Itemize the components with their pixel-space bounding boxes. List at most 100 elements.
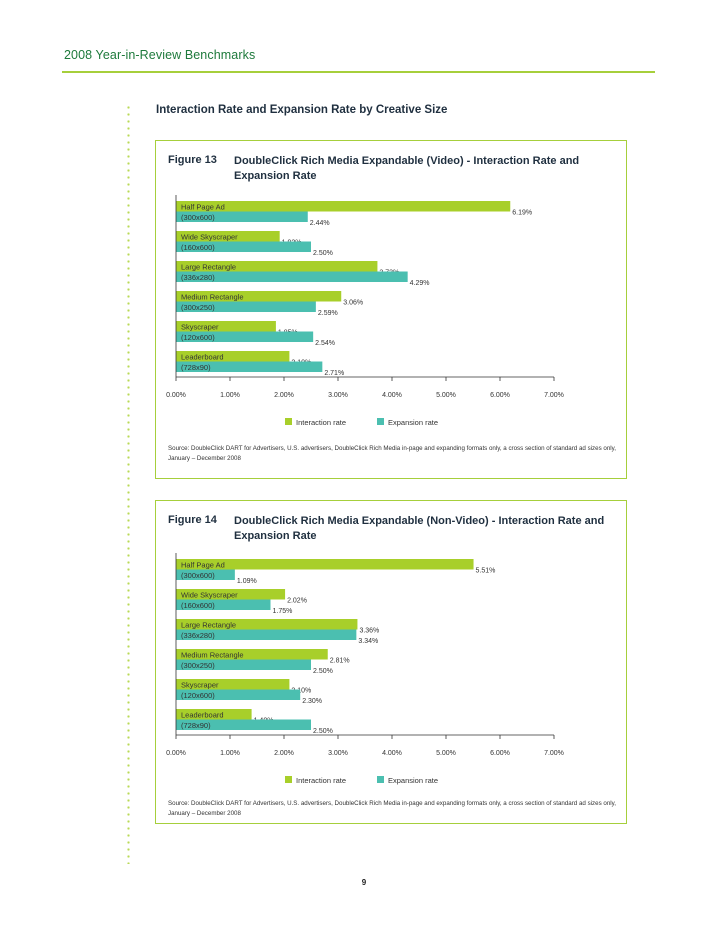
category-label: Half Page Ad [181,202,225,211]
interaction-bar [176,351,290,362]
tick-label: 7.00% [544,392,564,399]
bar-value-label: 2.30% [302,698,322,705]
expansion-bar [176,211,308,222]
legend-label: Expansion rate [388,776,438,785]
interaction-bar [176,649,328,660]
category-label: Leaderboard [181,352,224,361]
tick-label: 1.00% [220,750,240,757]
bar-value-label: 3.34% [358,638,378,645]
expansion-bar [176,629,357,640]
interaction-bar [176,589,286,600]
legend-label: Interaction rate [296,776,346,785]
interaction-bar [176,679,290,690]
tick-label: 0.00% [166,392,186,399]
expansion-bar [176,361,323,372]
expansion-bar [176,241,311,252]
tick-label: 3.00% [328,750,348,757]
tick-label: 2.00% [274,392,294,399]
legend-interaction-swatch [285,776,292,783]
expansion-bar [176,271,408,282]
figure-source: Source: DoubleClick DART for Advertisers… [168,445,616,462]
legend-expansion-swatch [377,418,384,425]
category-sublabel: (300x250) [181,303,215,312]
tick-label: 4.00% [382,750,402,757]
figure-13-chart: 6.19%2.44%Half Page Ad(300x600)1.92%2.50… [166,195,564,427]
category-label: Skyscraper [181,322,219,331]
tick-label: 0.00% [166,750,186,757]
legend-label: Interaction rate [296,418,346,427]
figure-14-chart: 5.51% 1.09% Half Page Ad (300x600) 2.02% 1.75… [166,553,564,785]
interaction-bar [176,619,358,630]
category-sublabel: (120x600) [181,691,215,700]
tick-label: 5.00% [436,750,456,757]
bar-value-label: 3.06% [343,300,363,307]
interaction-bar [176,559,474,570]
bar-value-label: 2.81% [330,658,350,665]
dotted-margin-line [127,104,130,864]
expansion-bar [176,599,271,610]
header-rule [62,71,655,73]
bar-value-label: 2.50% [313,728,333,735]
tick-label: 6.00% [490,392,510,399]
bar-value-label: 2.02% [287,598,307,605]
legend-expansion-swatch [377,776,384,783]
bar-value-label: 2.54% [315,340,335,347]
category-label: Large Rectangle [181,262,236,271]
category-sublabel: (300x600) [181,571,215,580]
expansion-bar [176,569,235,580]
category-label: Wide Skyscraper [181,232,238,241]
category-sublabel: (120x600) [181,333,215,342]
bar-value-label: 4.29% [410,280,430,287]
bar-value-label: 1.09% [237,578,257,585]
figure-title: DoubleClick Rich Media Expandable (Non-V… [234,515,605,542]
category-label: Medium Rectangle [181,650,244,659]
bar-value-label: 3.36% [359,628,379,635]
category-sublabel: (728x90) [181,721,211,730]
tick-label: 1.00% [220,392,240,399]
tick-label: 3.00% [328,392,348,399]
interaction-bar [176,261,378,272]
figure-13-box: Figure 13 DoubleClick Rich Media Expanda… [155,140,627,479]
figure-label: Figure 13 [168,154,217,166]
interaction-bar [176,709,252,720]
category-sublabel: (336x280) [181,273,215,282]
figure-14-box: Figure 14 DoubleClick Rich Media Expanda… [155,500,627,824]
bar-value-label: 1.75% [273,608,293,615]
category-label: Leaderboard [181,710,224,719]
header-title: 2008 Year-in-Review Benchmarks [64,48,256,62]
legend-interaction-swatch [285,418,292,425]
legend-label: Expansion rate [388,418,438,427]
category-label: Half Page Ad [181,560,225,569]
category-sublabel: (160x600) [181,243,215,252]
tick-label: 4.00% [382,392,402,399]
category-sublabel: (160x600) [181,601,215,610]
tick-label: 7.00% [544,750,564,757]
expansion-bar [176,331,314,342]
category-label: Large Rectangle [181,620,236,629]
category-label: Medium Rectangle [181,292,244,301]
bar-value-label: 2.50% [313,250,333,257]
interaction-bar [176,291,342,302]
figure-label: Figure 14 [168,514,217,526]
bar-value-label: 2.50% [313,668,333,675]
interaction-bar [176,321,276,332]
expansion-bar [176,659,311,670]
expansion-bar [176,719,311,730]
page-number: 9 [361,878,367,887]
bar-value-label: 2.59% [318,310,338,317]
bar-value-label: 2.44% [310,220,330,227]
tick-label: 5.00% [436,392,456,399]
figure-source: Source: DoubleClick DART for Advertisers… [168,800,616,817]
interaction-bar [176,201,511,212]
expansion-bar [176,301,316,312]
section-title: Interaction Rate and Expansion Rate by C… [156,104,448,116]
tick-label: 6.00% [490,750,510,757]
figure-title: DoubleClick Rich Media Expandable (Video… [234,155,580,182]
category-label: Wide Skyscraper [181,590,238,599]
category-label: Skyscraper [181,680,219,689]
bar-value-label: 2.10% [291,688,311,695]
category-sublabel: (300x600) [181,213,215,222]
tick-label: 2.00% [274,750,294,757]
category-sublabel: (300x250) [181,661,215,670]
category-sublabel: (336x280) [181,631,215,640]
